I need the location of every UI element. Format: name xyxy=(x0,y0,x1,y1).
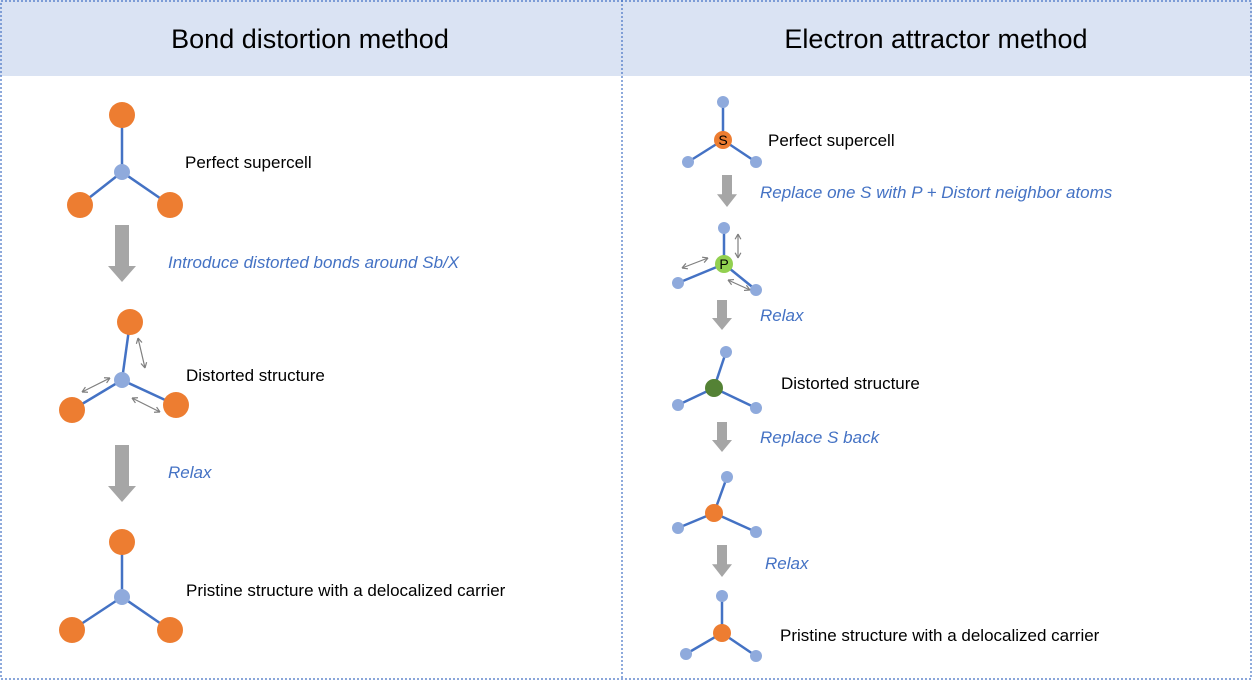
atom xyxy=(713,624,731,642)
step-label: Distorted structure xyxy=(186,366,325,385)
arrow-head xyxy=(727,278,735,286)
atom xyxy=(114,164,130,180)
panel-title: Electron attractor method xyxy=(784,24,1087,54)
atom xyxy=(715,255,733,273)
atom xyxy=(157,617,183,643)
transition-label: Relax xyxy=(168,463,212,482)
atom xyxy=(714,131,732,149)
arrow-head xyxy=(153,406,161,413)
arrow-head xyxy=(135,337,143,344)
atom xyxy=(750,284,762,296)
atom xyxy=(67,192,93,218)
atom xyxy=(750,526,762,538)
atom xyxy=(750,156,762,168)
atom xyxy=(109,529,135,555)
arrow-head xyxy=(81,386,89,393)
step-label: Perfect supercell xyxy=(185,153,312,172)
process-arrow xyxy=(108,445,136,502)
atom xyxy=(163,392,189,418)
atom xyxy=(718,222,730,234)
atom xyxy=(680,648,692,660)
step-label: Distorted structure xyxy=(781,374,920,393)
arrow-head xyxy=(681,263,689,270)
panel-title: Bond distortion method xyxy=(171,24,449,54)
atom xyxy=(114,372,130,388)
distortion-arrow xyxy=(81,377,111,393)
transition-label: Relax xyxy=(765,554,809,573)
transition-label: Introduce distorted bonds around Sb/X xyxy=(168,253,460,272)
process-arrow xyxy=(108,225,136,282)
distortion-arrow xyxy=(681,257,709,269)
atom xyxy=(59,397,85,423)
atom xyxy=(117,309,143,335)
process-arrow xyxy=(712,545,732,577)
transition-label: Replace S back xyxy=(760,428,881,447)
atom xyxy=(157,192,183,218)
arrow-head xyxy=(734,252,742,259)
atom xyxy=(59,617,85,643)
atom-label: P xyxy=(719,256,728,272)
distortion-arrow xyxy=(137,337,146,369)
arrow-head xyxy=(734,233,742,240)
atom xyxy=(672,522,684,534)
atom xyxy=(672,277,684,289)
arrow-head xyxy=(140,362,148,369)
distortion-arrow xyxy=(131,397,161,413)
arrow-head xyxy=(701,256,709,263)
transition-label: Relax xyxy=(760,306,804,325)
arrow-head xyxy=(103,377,111,384)
step-label: Perfect supercell xyxy=(768,131,895,150)
process-arrow xyxy=(712,300,732,330)
arrow-head xyxy=(131,397,139,404)
atom xyxy=(750,650,762,662)
atom xyxy=(720,346,732,358)
atom xyxy=(114,589,130,605)
distortion-arrow xyxy=(727,279,751,291)
atom xyxy=(705,379,723,397)
atom xyxy=(672,399,684,411)
transition-label: Replace one S with P + Distort neighbor … xyxy=(760,183,1113,202)
arrow-head xyxy=(743,284,751,292)
atom xyxy=(721,471,733,483)
atom xyxy=(717,96,729,108)
step-label: Pristine structure with a delocalized ca… xyxy=(186,581,506,600)
atom xyxy=(705,504,723,522)
atom-label: S xyxy=(718,132,727,148)
step-label: Pristine structure with a delocalized ca… xyxy=(780,626,1100,645)
atom xyxy=(716,590,728,602)
process-arrow xyxy=(717,175,737,207)
atom xyxy=(682,156,694,168)
process-arrow xyxy=(712,422,732,452)
header-band xyxy=(0,0,1252,76)
atom xyxy=(750,402,762,414)
atom xyxy=(109,102,135,128)
